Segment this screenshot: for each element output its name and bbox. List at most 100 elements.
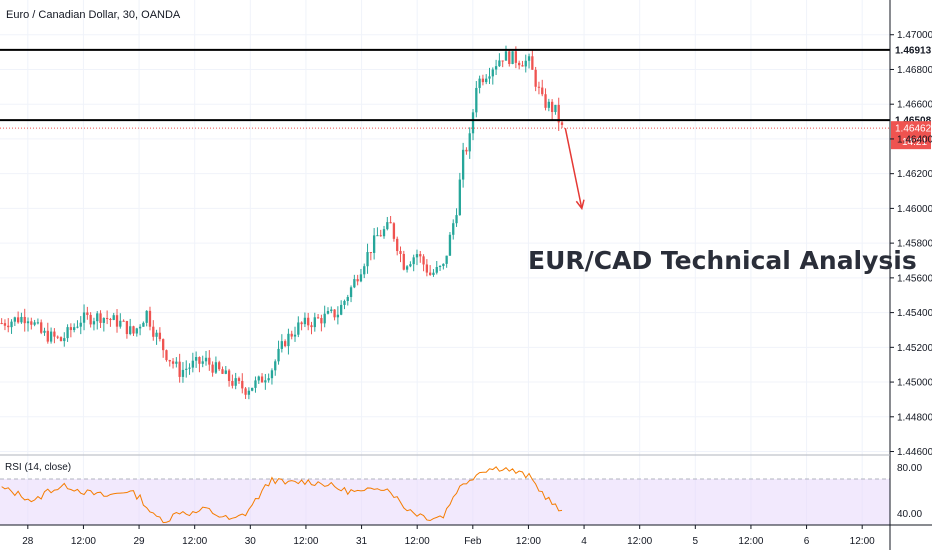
- candle-body: [198, 357, 201, 364]
- candle-body: [165, 350, 168, 361]
- candle-body: [267, 378, 270, 381]
- candle-body: [3, 323, 7, 326]
- candle-body: [99, 313, 102, 323]
- candle-body: [326, 311, 330, 314]
- candle-body: [458, 179, 461, 216]
- candle-body: [76, 326, 79, 328]
- y-tick-label: 1.45200: [897, 343, 932, 354]
- candle-body: [43, 330, 46, 333]
- candle-body: [438, 266, 442, 268]
- x-tick-label: 28: [22, 536, 34, 547]
- x-tick-label: 12:00: [182, 536, 207, 547]
- candle-body: [264, 380, 267, 383]
- candle-body: [257, 376, 260, 381]
- candle-body: [221, 369, 224, 374]
- x-tick-label: 4: [581, 536, 587, 547]
- rsi-tick-label: 40.00: [897, 509, 922, 520]
- candle-body: [550, 101, 554, 113]
- candle-body: [461, 149, 465, 180]
- x-tick-label: 12:00: [738, 536, 763, 547]
- candle-body: [26, 321, 30, 324]
- candle-body: [33, 322, 36, 325]
- candle-body: [211, 364, 214, 373]
- candle-body: [455, 215, 458, 224]
- rsi-tick-label: 80.00: [897, 463, 922, 474]
- candle-body: [557, 104, 560, 123]
- candle-body: [349, 287, 353, 298]
- y-tick-label: 1.46800: [897, 65, 932, 76]
- x-tick-label: 12:00: [293, 536, 318, 547]
- candle-body: [359, 274, 363, 282]
- rsi-band-fill: [0, 479, 890, 525]
- level-label: 1.46913: [895, 45, 932, 56]
- rsi-title: RSI (14, close): [5, 462, 71, 473]
- candle-body: [254, 380, 257, 388]
- candle-body: [501, 60, 504, 62]
- candle-body: [504, 51, 508, 61]
- candle-body: [270, 370, 274, 379]
- candle-body: [534, 69, 537, 87]
- candle-body: [181, 369, 185, 377]
- x-tick-label: 12:00: [516, 536, 541, 547]
- y-tick-label: 1.47000: [897, 30, 932, 41]
- last-price-badge: [891, 121, 931, 150]
- candle-body: [554, 104, 557, 113]
- candle-body: [442, 263, 445, 267]
- x-tick-label: 5: [693, 536, 699, 547]
- rsi-series: [1, 466, 563, 524]
- x-tick-label: 6: [804, 536, 810, 547]
- candle-body: [132, 326, 135, 334]
- y-tick-label: 1.45400: [897, 308, 932, 319]
- candle-body: [452, 223, 455, 235]
- candle-body: [79, 322, 82, 327]
- candle-body: [465, 149, 468, 152]
- candle-body: [96, 313, 99, 322]
- candle-body: [56, 336, 59, 338]
- candle-body: [488, 76, 491, 79]
- candle-body: [346, 297, 349, 301]
- candle-body: [478, 78, 481, 88]
- x-tick-label: Feb: [464, 536, 482, 547]
- y-tick-label: 1.46200: [897, 169, 932, 180]
- candle-body: [448, 234, 452, 256]
- candle-body: [280, 341, 283, 349]
- candle-body: [422, 256, 425, 265]
- candle-body: [366, 252, 369, 267]
- candle-body: [125, 321, 129, 335]
- candle-body: [363, 266, 366, 275]
- candle-body: [402, 253, 405, 270]
- candle-body: [435, 267, 438, 273]
- x-tick-label: 29: [134, 536, 146, 547]
- candle-body: [46, 330, 49, 342]
- candle-body: [316, 317, 320, 319]
- candle-body: [119, 320, 122, 327]
- candle-body: [175, 361, 178, 364]
- candle-body: [102, 318, 105, 323]
- candle-body: [293, 334, 297, 337]
- candle-body: [178, 361, 181, 377]
- candle-body: [244, 388, 247, 395]
- candle-body: [531, 56, 534, 70]
- candle-body: [392, 223, 396, 239]
- candle-body: [168, 360, 171, 362]
- y-tick-label: 1.45600: [897, 273, 932, 284]
- candle-body: [372, 235, 376, 253]
- candle-body: [307, 317, 310, 326]
- candle-body: [49, 331, 53, 342]
- candle-body: [227, 370, 231, 381]
- candle-body: [287, 333, 290, 347]
- candle-body: [547, 101, 550, 108]
- candle-body: [382, 229, 386, 237]
- candle-body: [283, 341, 287, 347]
- down-arrow-head: [575, 199, 585, 211]
- candle-body: [152, 326, 155, 337]
- candle-body: [73, 327, 76, 331]
- candle-body: [425, 264, 429, 273]
- down-arrow-shaft: [564, 128, 583, 209]
- x-tick-label: 12:00: [627, 536, 652, 547]
- candle-body: [415, 254, 419, 258]
- candle-body: [343, 300, 346, 305]
- candle-body: [129, 326, 132, 335]
